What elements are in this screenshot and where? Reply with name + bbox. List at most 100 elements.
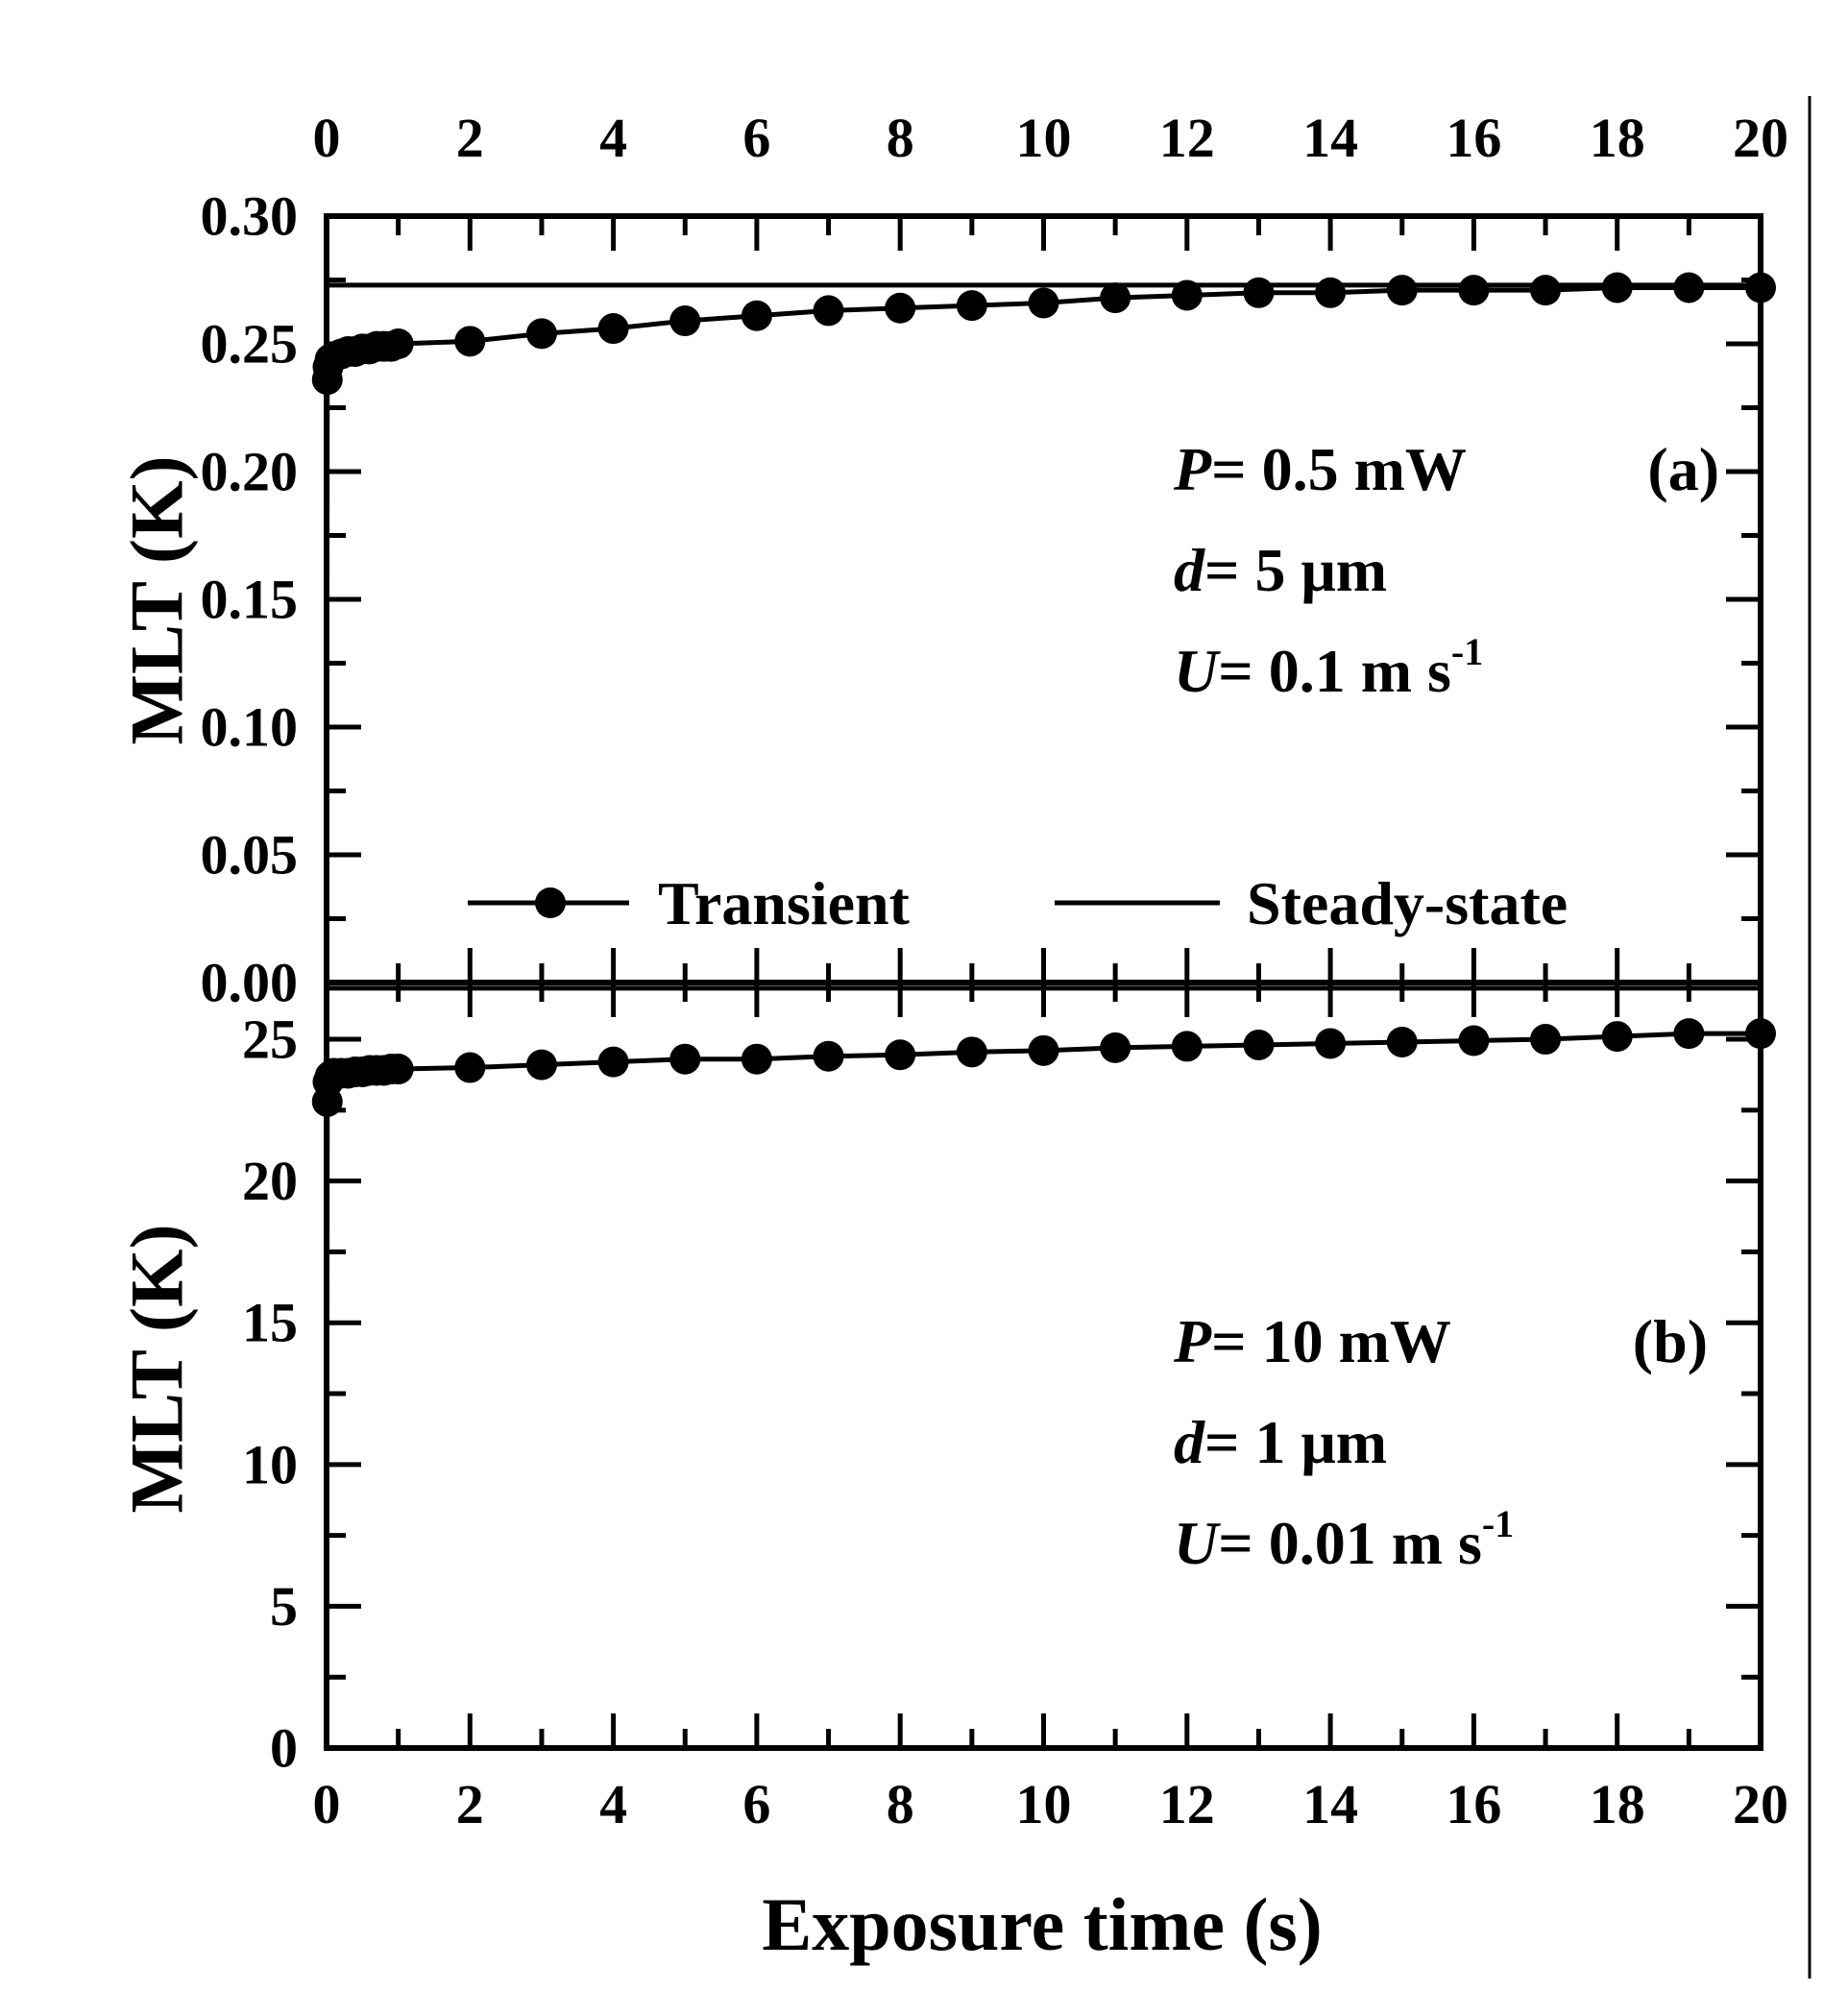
transient-point	[1171, 1031, 1203, 1062]
parameter-value: = 1 μm	[1204, 1408, 1387, 1476]
y-tick-label: 20	[242, 1150, 298, 1212]
transient-point	[525, 318, 557, 350]
transient-point	[525, 1049, 557, 1081]
y-tick-label: 25	[242, 1008, 298, 1071]
transient-point	[1745, 272, 1776, 304]
panel-b-label: (b)	[1633, 1307, 1708, 1375]
parameter-text: U= 0.1 m s-1	[1174, 630, 1483, 705]
y-tick-label: 5	[270, 1575, 298, 1638]
panel-a-series	[311, 272, 1776, 984]
x-tick-label: 0	[313, 107, 341, 169]
transient-point	[1386, 275, 1418, 306]
parameter-value: = 0.01 m s	[1218, 1509, 1482, 1577]
x-tick-label: 20	[1733, 107, 1788, 169]
x-tick-label: 0	[313, 1773, 341, 1835]
transient-point	[1100, 1032, 1131, 1063]
panel-a: 0 2 4 6 8 10 12 14 16 18 20 0.000.050.100.150.200.…	[115, 107, 1789, 1014]
x-tick-label: 18	[1590, 1773, 1645, 1835]
transient-point	[1673, 272, 1705, 304]
parameter-symbol: d	[1174, 1408, 1205, 1476]
x-tick-label: 14	[1302, 107, 1358, 169]
parameter-text: d= 1 μm	[1174, 1408, 1387, 1476]
parameter-text: P= 10 mW	[1173, 1307, 1451, 1375]
transient-point	[1530, 275, 1562, 306]
x-tick-label: 16	[1446, 1773, 1501, 1835]
transient-point	[454, 1052, 486, 1083]
transient-point	[813, 295, 844, 327]
y-tick-label: 15	[242, 1292, 298, 1354]
panel-a-label: (a)	[1647, 435, 1719, 503]
transient-point	[956, 290, 987, 322]
parameter-symbol: P	[1173, 435, 1212, 503]
parameter-value: = 0.5 mW	[1211, 435, 1467, 503]
panel-b: 0 2 4 6 8 10 12 14 16 18 20 0 5 10 15 20 25 MLT (K) Exp…	[115, 980, 1789, 1966]
transient-point	[885, 292, 916, 324]
transient-point	[669, 305, 701, 337]
transient-point	[1100, 282, 1131, 314]
y-tick-label: 0.25	[201, 313, 299, 376]
parameter-symbol: U	[1174, 637, 1221, 705]
parameter-text: P= 0.5 mW	[1173, 435, 1467, 503]
x-tick-label: 16	[1446, 107, 1501, 169]
y-tick-label: 0.30	[201, 185, 299, 248]
transient-point	[1601, 1021, 1633, 1053]
x-tick-label: 20	[1733, 1773, 1788, 1835]
panel-b-parameters: P= 10 mW d= 1 μm U= 0.01 m s-1	[1173, 1307, 1514, 1577]
x-tick-label: 8	[887, 1773, 914, 1835]
transient-point	[741, 1043, 772, 1075]
x-tick-label: 6	[742, 1773, 770, 1835]
x-tick-label: 10	[1016, 107, 1072, 169]
x-tick-label: 2	[456, 1773, 484, 1835]
parameter-text: U= 0.01 m s-1	[1174, 1502, 1514, 1577]
y-tick-label: 0.20	[201, 441, 299, 503]
x-tick-label: 8	[887, 107, 914, 169]
parameter-text: d= 5 μm	[1174, 536, 1387, 604]
parameter-symbol: P	[1173, 1307, 1212, 1375]
transient-point	[1458, 1025, 1490, 1057]
transient-point	[1458, 275, 1490, 306]
transient-point	[454, 326, 486, 357]
x-tick-label: 12	[1159, 1773, 1215, 1835]
transient-point	[597, 313, 629, 345]
x-tick-label: 4	[599, 1773, 627, 1835]
x-tick-label: 14	[1302, 1773, 1358, 1835]
x-tick-label: 10	[1016, 1773, 1072, 1835]
transient-point	[1028, 1034, 1059, 1066]
parameter-superscript: -1	[1482, 1502, 1514, 1545]
transient-point	[813, 1040, 844, 1072]
y-tick-label: 10	[242, 1433, 298, 1495]
transient-point	[1243, 1029, 1275, 1060]
transient-point	[1315, 277, 1347, 308]
transient-point	[382, 328, 414, 359]
transient-line	[324, 1031, 1761, 1749]
parameter-superscript: -1	[1451, 630, 1483, 673]
transient-point	[1171, 279, 1203, 311]
transient-point	[1028, 287, 1059, 319]
panel-b-series	[311, 985, 1776, 1749]
parameter-symbol: U	[1174, 1509, 1221, 1577]
x-tick-label: 12	[1159, 107, 1215, 169]
transient-point	[1745, 1018, 1776, 1050]
y-tick-label: 0.05	[201, 824, 299, 887]
x-tick-label: 18	[1590, 107, 1645, 169]
parameter-symbol: d	[1174, 536, 1205, 604]
transient-point	[1673, 1018, 1705, 1050]
legend-transient-label: Transient	[658, 869, 911, 937]
transient-point	[669, 1043, 701, 1075]
transient-point	[382, 1054, 414, 1085]
parameter-value: = 5 μm	[1204, 536, 1387, 604]
transient-point	[1530, 1024, 1562, 1056]
transient-point	[1315, 1028, 1347, 1059]
legend-transient-marker	[535, 887, 566, 918]
y-tick-label: 0.10	[201, 696, 299, 759]
x-tick-label: 2	[456, 107, 484, 169]
panel-b-y-axis-title: MLT (K)	[115, 1224, 199, 1513]
y-tick-label: 0.15	[201, 569, 299, 631]
transient-point	[1243, 277, 1275, 308]
panel-b-x-tick-labels: 0 2 4 6 8 10 12 14 16 18 20	[313, 1773, 1789, 1835]
x-axis-title: Exposure time (s)	[762, 1882, 1323, 1966]
panel-a-y-tick-labels: 0.00 0.05 0.10 0.15 0.20 0.25 0.30	[201, 185, 299, 1014]
transient-point	[885, 1039, 916, 1071]
legend: Transient Steady-state	[468, 869, 1568, 937]
